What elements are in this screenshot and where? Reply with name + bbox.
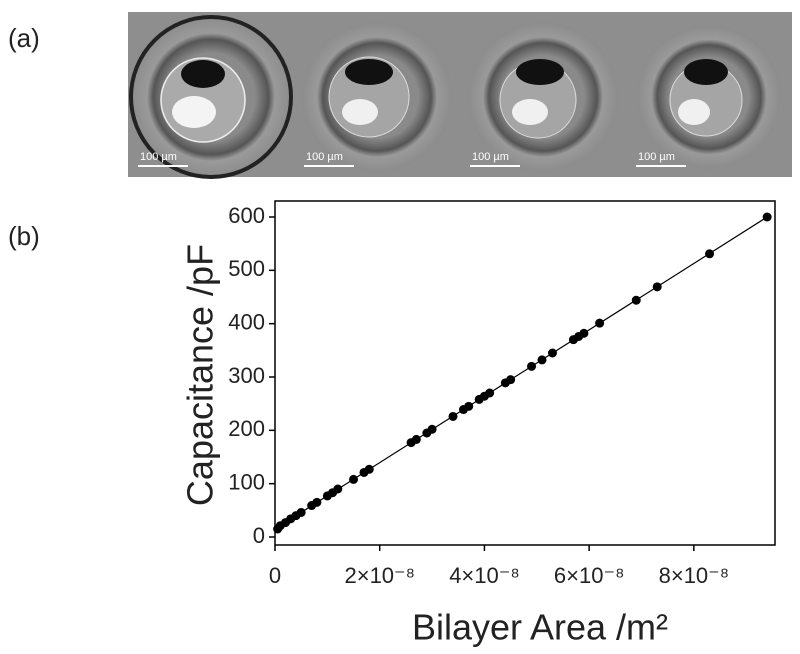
- y-tick-label: 0: [253, 523, 265, 548]
- data-point: [527, 361, 537, 371]
- y-tick-label: 300: [228, 363, 265, 388]
- data-point: [364, 464, 374, 474]
- scale-bars: 100 µm 100 µm 100 µm 100 µm: [138, 151, 686, 167]
- fit-line: [274, 216, 768, 530]
- y-tick-label: 100: [228, 469, 265, 494]
- data-point: [448, 411, 458, 421]
- data-point: [652, 282, 662, 292]
- scale-bar-label: 100 µm: [472, 151, 509, 163]
- y-tick-label: 200: [228, 416, 265, 441]
- data-point: [506, 375, 516, 385]
- x-tick-label: 8×10⁻⁸: [659, 563, 729, 588]
- y-tick-label: 500: [228, 256, 265, 281]
- data-point: [427, 424, 437, 434]
- plot-frame: [274, 200, 776, 546]
- x-axis-label: Bilayer Area /m²: [412, 607, 668, 648]
- data-point: [464, 401, 474, 411]
- y-tick-label: 400: [228, 309, 265, 334]
- y-tick-label: 600: [228, 203, 265, 228]
- scale-bar-label: 100 µm: [306, 151, 343, 163]
- data-point: [537, 355, 547, 365]
- data-point: [411, 434, 421, 444]
- data-point: [296, 507, 306, 517]
- data-point: [762, 212, 772, 222]
- data-point: [333, 484, 343, 494]
- y-axis-label: Capacitance /pF: [180, 244, 221, 506]
- x-tick-label: 6×10⁻⁸: [554, 563, 624, 588]
- data-point: [631, 295, 641, 305]
- x-tick-label: 2×10⁻⁸: [344, 563, 414, 588]
- x-tick-label: 4×10⁻⁸: [449, 563, 519, 588]
- panel-label: (b): [8, 221, 40, 251]
- data-point: [579, 328, 589, 338]
- scale-bar-label: 100 µm: [638, 151, 675, 163]
- data-point: [312, 497, 322, 507]
- panel-label: (a): [8, 23, 40, 53]
- data-point: [595, 318, 605, 328]
- scale-bar-label: 100 µm: [140, 151, 177, 163]
- micrographs: [128, 12, 792, 179]
- data-point: [485, 388, 495, 398]
- data-point: [547, 348, 557, 358]
- x-tick-label: 0: [269, 563, 281, 588]
- data-point: [705, 249, 715, 259]
- data-point: [349, 474, 359, 484]
